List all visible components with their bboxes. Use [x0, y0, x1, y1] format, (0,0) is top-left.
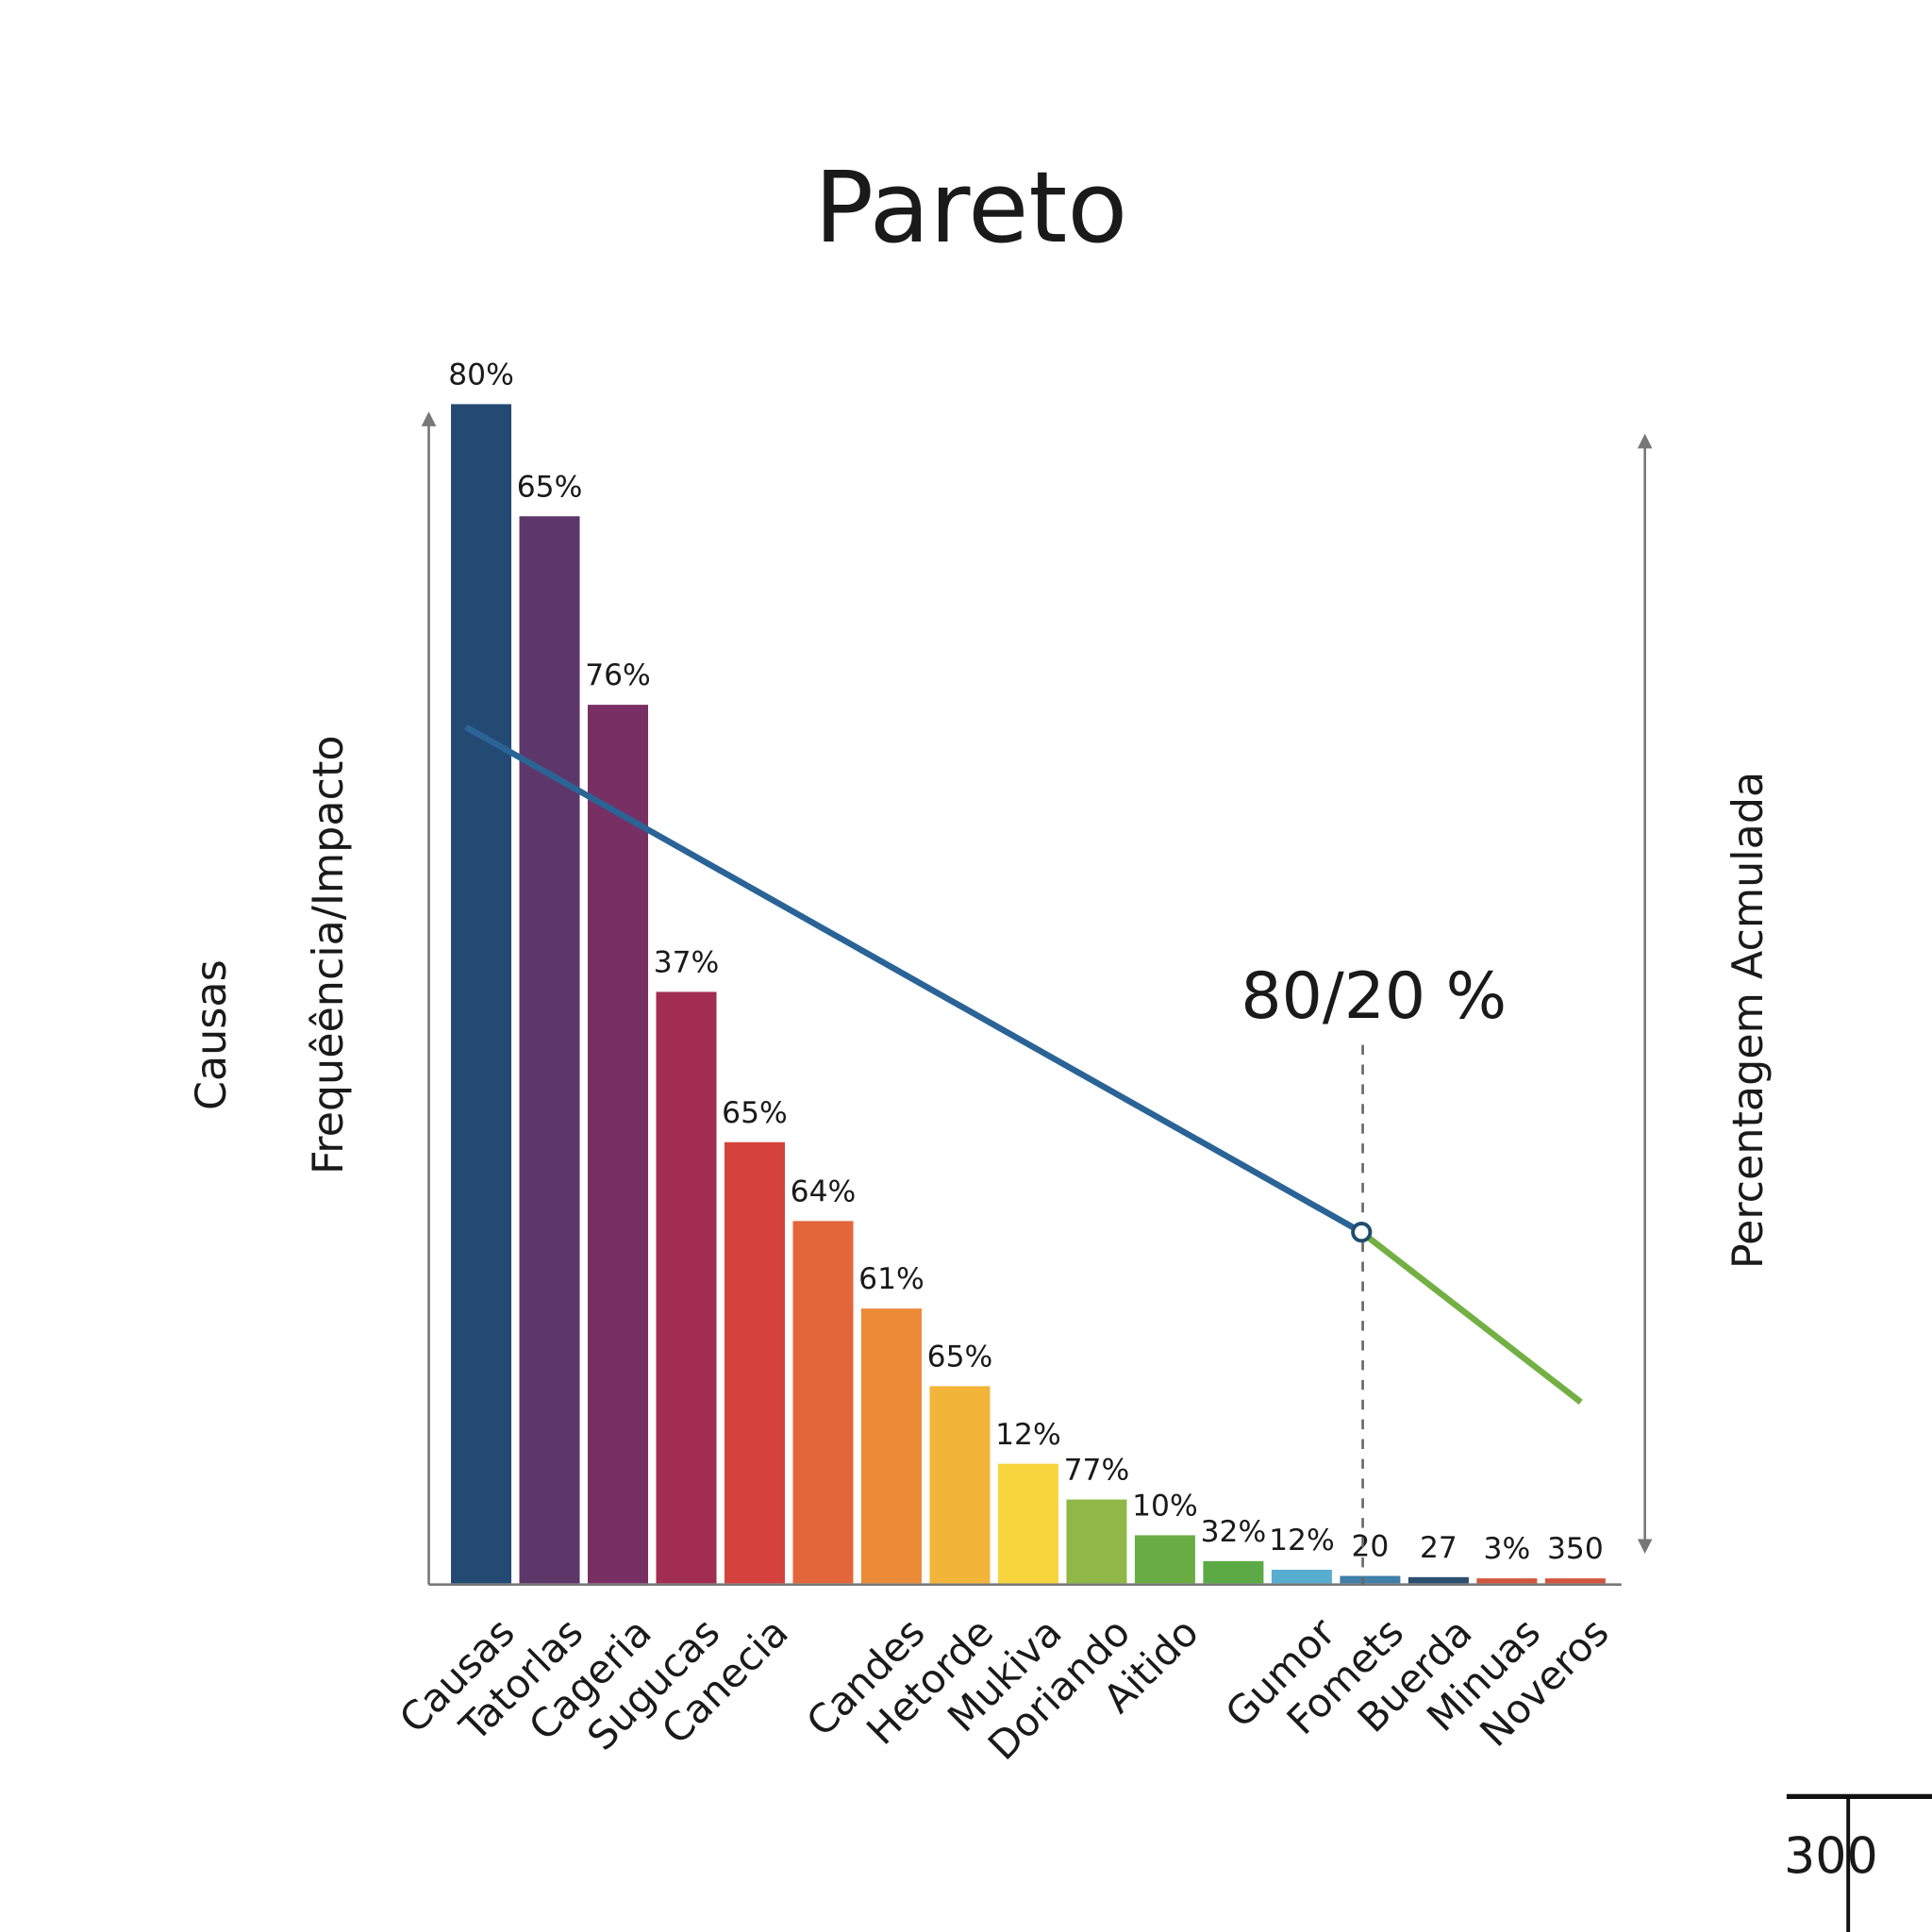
- bar-label: 65%: [722, 1096, 788, 1130]
- y2-axis-label: Percentagem Acmulada: [1724, 772, 1773, 1269]
- y-axis-label: Frequêência/Impacto: [305, 735, 353, 1174]
- bar: [1544, 1578, 1606, 1584]
- bar-label: 65%: [927, 1340, 993, 1374]
- bar-label: 76%: [585, 658, 651, 692]
- bar: [860, 1308, 922, 1584]
- bar-label: 27: [1420, 1531, 1457, 1565]
- bar-label: 350: [1547, 1532, 1604, 1566]
- bar-label: 32%: [1201, 1515, 1267, 1549]
- bar: [1134, 1535, 1195, 1584]
- bar: [451, 404, 512, 1584]
- bar: [792, 1221, 854, 1584]
- bar: [656, 991, 717, 1584]
- chart-title: Pareto: [814, 150, 1127, 265]
- cumulative-line-tail: [1359, 1229, 1583, 1405]
- cumulative-line: [464, 724, 1363, 1235]
- bar-label: 20: [1351, 1530, 1389, 1564]
- threshold-point: [1351, 1222, 1373, 1243]
- bar: [1271, 1570, 1332, 1584]
- bar-label: 12%: [1269, 1524, 1335, 1557]
- y-axis-outer-label: Causas: [188, 959, 236, 1110]
- bar-label: 65%: [517, 470, 583, 504]
- corner-label: 300: [1784, 1828, 1878, 1885]
- bar: [1407, 1576, 1469, 1584]
- bar-label: 37%: [654, 946, 720, 980]
- bar-label: 10%: [1132, 1490, 1198, 1524]
- bar-label: 12%: [995, 1418, 1061, 1452]
- bar: [724, 1141, 785, 1584]
- bar-label: 3%: [1484, 1532, 1531, 1566]
- bar: [519, 516, 580, 1584]
- bar-label: 61%: [858, 1262, 924, 1296]
- bar: [997, 1463, 1058, 1584]
- bar: [1340, 1575, 1401, 1584]
- bar-label: 77%: [1064, 1454, 1130, 1488]
- bar: [1066, 1499, 1127, 1584]
- bar-label: 64%: [791, 1174, 857, 1208]
- bar: [588, 705, 649, 1584]
- bar: [929, 1386, 991, 1584]
- bar: [1476, 1578, 1538, 1584]
- bar-label: 80%: [448, 358, 514, 392]
- annotation: 80/20 %: [1241, 959, 1507, 1034]
- bar: [1203, 1560, 1264, 1584]
